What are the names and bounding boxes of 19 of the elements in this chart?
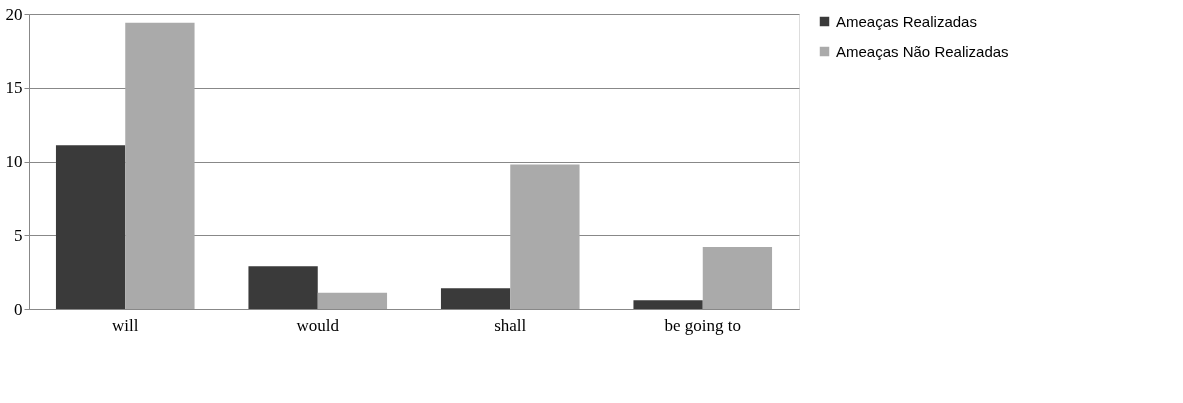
x-tick-label: be going to [664,315,741,335]
bar [317,292,388,309]
legend-label: Ameaças Realizadas [836,12,977,30]
y-tick-label: 10 [5,152,23,171]
legend-label: Ameaças Não Realizadas [836,42,1009,60]
bar [510,164,580,309]
y-tick-label: 5 [14,225,23,245]
y-tick-label: 20 [5,4,23,24]
bar [248,266,318,309]
bar [55,145,126,309]
x-tick-label: shall [494,315,527,335]
bar [125,22,195,309]
bar [633,300,703,309]
y-tick-label: 15 [5,78,23,98]
bar [440,288,511,309]
y-tick-label: 0 [14,299,23,319]
x-tick-label: would [296,315,340,335]
x-tick-label: will [112,315,139,335]
bar [702,247,773,309]
